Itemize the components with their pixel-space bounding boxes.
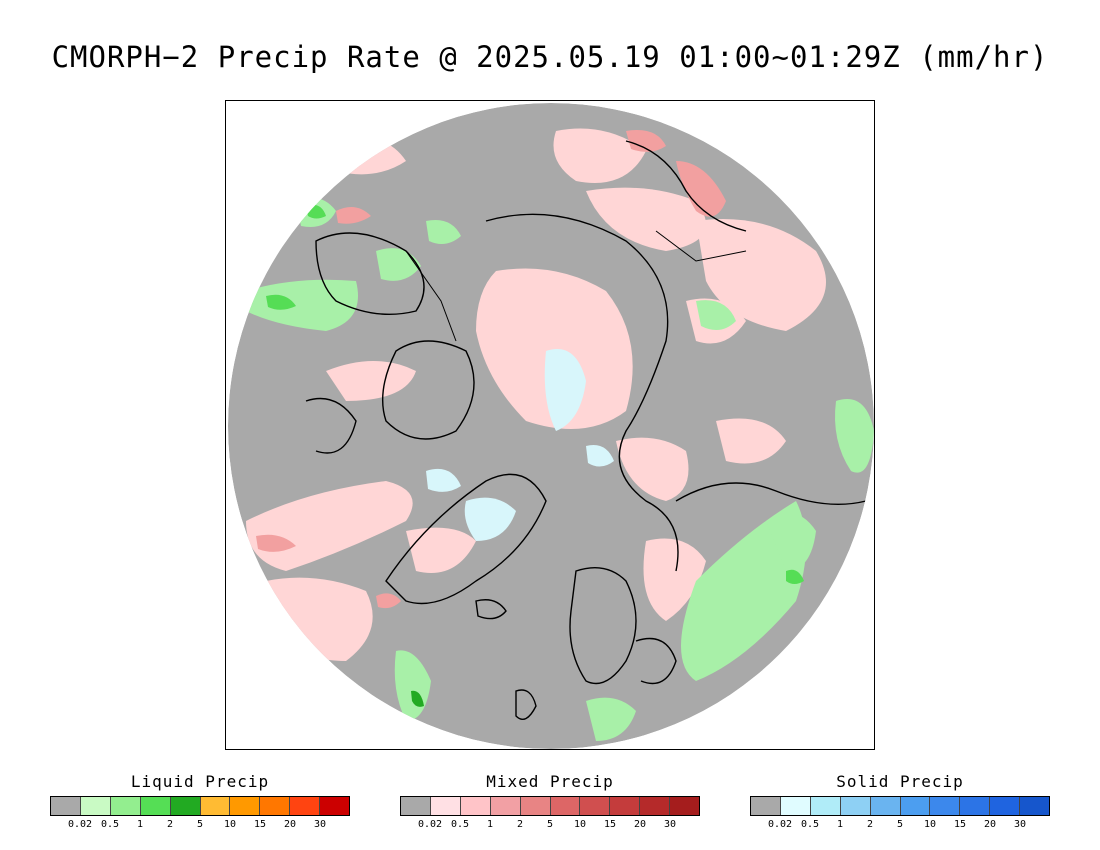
legend-tick-label: 15 bbox=[953, 819, 967, 830]
legend-tick-label: 5 bbox=[196, 819, 204, 830]
legend-swatch bbox=[140, 797, 171, 815]
legend-swatch bbox=[230, 797, 261, 815]
scandinavia-coastline bbox=[569, 567, 637, 685]
legend-swatch bbox=[110, 797, 141, 815]
legend-tick-label: 0.02 bbox=[417, 819, 443, 830]
legend-swatch bbox=[960, 797, 991, 815]
chukotka-coastline bbox=[625, 140, 747, 232]
legend-swatch bbox=[170, 797, 201, 815]
solid-precip-regions bbox=[426, 349, 614, 541]
legend-tick-label: 1 bbox=[836, 819, 844, 830]
alaska-coastline bbox=[315, 232, 425, 315]
legend-liquid-precip: Liquid Precip 0.02 0.5 1 2 5 10 15 20 30 bbox=[50, 772, 350, 832]
legend-tick-label: 30 bbox=[1013, 819, 1027, 830]
legend-tick-label: 2 bbox=[866, 819, 874, 830]
legend-swatch bbox=[290, 797, 321, 815]
russia-north-coastline bbox=[675, 482, 867, 505]
legend-tick-labels: 0.02 0.5 1 2 5 10 15 20 30 bbox=[750, 816, 1050, 832]
legend-swatch bbox=[840, 797, 871, 815]
legend-color-bar bbox=[50, 796, 350, 816]
hudson-bay-coastline bbox=[305, 397, 357, 454]
border-line bbox=[405, 250, 457, 342]
legend-title: Mixed Precip bbox=[486, 772, 614, 791]
legend-tick-label: 30 bbox=[663, 819, 677, 830]
legend-tick-label: 20 bbox=[633, 819, 647, 830]
legend-swatch bbox=[780, 797, 811, 815]
legend-swatch bbox=[870, 797, 901, 815]
legend-swatch bbox=[200, 797, 231, 815]
legend-tick-label: 10 bbox=[223, 819, 237, 830]
legend-swatch bbox=[520, 797, 551, 815]
legend-tick-labels: 0.02 0.5 1 2 5 10 15 20 30 bbox=[50, 816, 350, 832]
legend-title: Solid Precip bbox=[836, 772, 964, 791]
british-isles-coastline bbox=[515, 689, 537, 720]
legend-tick-label: 0.5 bbox=[800, 819, 820, 830]
legend-tick-label: 15 bbox=[253, 819, 267, 830]
legend-swatch bbox=[51, 797, 81, 815]
liquid-precip-regions bbox=[246, 197, 874, 741]
legend-swatch bbox=[260, 797, 291, 815]
legend-tick-label: 10 bbox=[573, 819, 587, 830]
baltic-coastline bbox=[635, 637, 677, 685]
legend-swatch bbox=[810, 797, 841, 815]
iceland-coastline bbox=[475, 599, 507, 620]
legend-tick-label: 5 bbox=[896, 819, 904, 830]
legend-swatch bbox=[550, 797, 581, 815]
legend-tick-label: 0.5 bbox=[450, 819, 470, 830]
legend-swatch bbox=[990, 797, 1021, 815]
legend-tick-label: 0.5 bbox=[100, 819, 120, 830]
legend-swatch bbox=[900, 797, 931, 815]
legend-swatch bbox=[490, 797, 521, 815]
legend-tick-label: 0.02 bbox=[67, 819, 93, 830]
map-frame[interactable] bbox=[225, 100, 875, 750]
legend-tick-label: 10 bbox=[923, 819, 937, 830]
legend-tick-label: 2 bbox=[166, 819, 174, 830]
legend-tick-label: 20 bbox=[283, 819, 297, 830]
coastlines bbox=[305, 140, 867, 720]
legend-solid-precip: Solid Precip 0.02 0.5 1 2 5 10 15 20 30 bbox=[750, 772, 1050, 832]
polar-precip-map[interactable] bbox=[226, 101, 875, 750]
legend-swatch bbox=[80, 797, 111, 815]
legend-swatch bbox=[930, 797, 961, 815]
legend-tick-labels: 0.02 0.5 1 2 5 10 15 20 30 bbox=[400, 816, 700, 832]
border-line-east bbox=[655, 230, 747, 262]
legend-mixed-precip: Mixed Precip 0.02 0.5 1 2 5 10 15 20 30 bbox=[400, 772, 700, 832]
greenland-coastline bbox=[385, 473, 547, 605]
legend-title: Liquid Precip bbox=[130, 772, 270, 791]
legend-swatch bbox=[610, 797, 641, 815]
legend-color-bar bbox=[400, 796, 700, 816]
legend-swatch bbox=[460, 797, 491, 815]
legend-swatch bbox=[430, 797, 461, 815]
legend-tick-label: 1 bbox=[486, 819, 494, 830]
siberia-coastline bbox=[485, 213, 679, 572]
legend-tick-label: 0.02 bbox=[767, 819, 793, 830]
legend-tick-label: 2 bbox=[516, 819, 524, 830]
legend-tick-label: 15 bbox=[603, 819, 617, 830]
legend-tick-label: 20 bbox=[983, 819, 997, 830]
legend-tick-label: 5 bbox=[546, 819, 554, 830]
legend-swatch bbox=[401, 797, 431, 815]
map-title: CMORPH−2 Precip Rate @ 2025.05.19 01:00~… bbox=[51, 40, 1049, 74]
canadian-archipelago-coastline bbox=[381, 340, 475, 440]
legend-swatch bbox=[1020, 797, 1050, 815]
legend-tick-label: 30 bbox=[313, 819, 327, 830]
legend-swatch bbox=[751, 797, 781, 815]
legend-swatch bbox=[640, 797, 671, 815]
legend-color-bar bbox=[750, 796, 1050, 816]
legend-swatch bbox=[320, 797, 350, 815]
legend-swatch bbox=[670, 797, 700, 815]
legend-tick-label: 1 bbox=[136, 819, 144, 830]
legend-swatch bbox=[580, 797, 611, 815]
